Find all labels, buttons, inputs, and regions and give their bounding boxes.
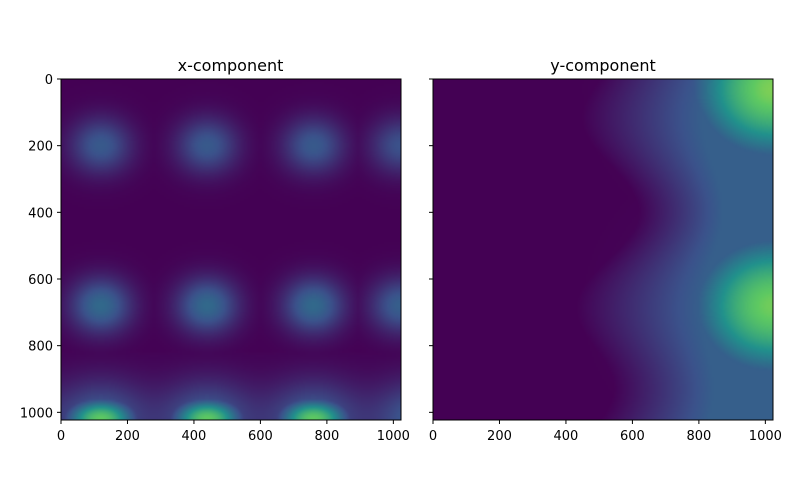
x-tick-label: 1000 [377,429,410,444]
y-component-heatmap [433,79,773,420]
x-tick-label: 1000 [749,429,782,444]
x-tick-label: 200 [487,429,512,444]
x-component-axes: x-component 0 200 400 600 800 1000 0 200 400 600… [20,56,410,444]
x-component-frame [60,78,402,421]
y-component-x-ticks: 0 200 400 600 800 1000 [429,420,782,444]
y-tick-label: 400 [28,206,53,221]
y-component-axes: y-component 0 200 400 600 800 1000 [429,56,782,444]
x-tick-label: 400 [182,429,207,444]
y-tick-label: 1000 [20,406,53,421]
y-component-y-ticks [429,78,433,413]
y-tick-label: 600 [28,273,53,288]
y-tick-label: 800 [28,340,53,355]
x-tick-label: 600 [248,429,273,444]
x-tick-label: 800 [686,429,711,444]
x-tick-label: 800 [314,429,339,444]
x-tick-label: 200 [115,429,140,444]
x-tick-label: 0 [57,429,65,444]
y-tick-label: 200 [28,140,53,155]
x-component-heatmap [61,79,401,420]
x-tick-label: 600 [620,429,645,444]
x-component-y-ticks: 0 200 400 600 800 1000 [20,73,61,421]
x-component-title: x-component [178,56,284,75]
y-component-frame [432,78,774,421]
y-tick-label: 0 [45,73,53,88]
x-component-x-ticks: 0 200 400 600 800 1000 [57,420,410,444]
x-tick-label: 0 [429,429,437,444]
x-tick-label: 400 [554,429,579,444]
y-component-title: y-component [550,56,655,75]
